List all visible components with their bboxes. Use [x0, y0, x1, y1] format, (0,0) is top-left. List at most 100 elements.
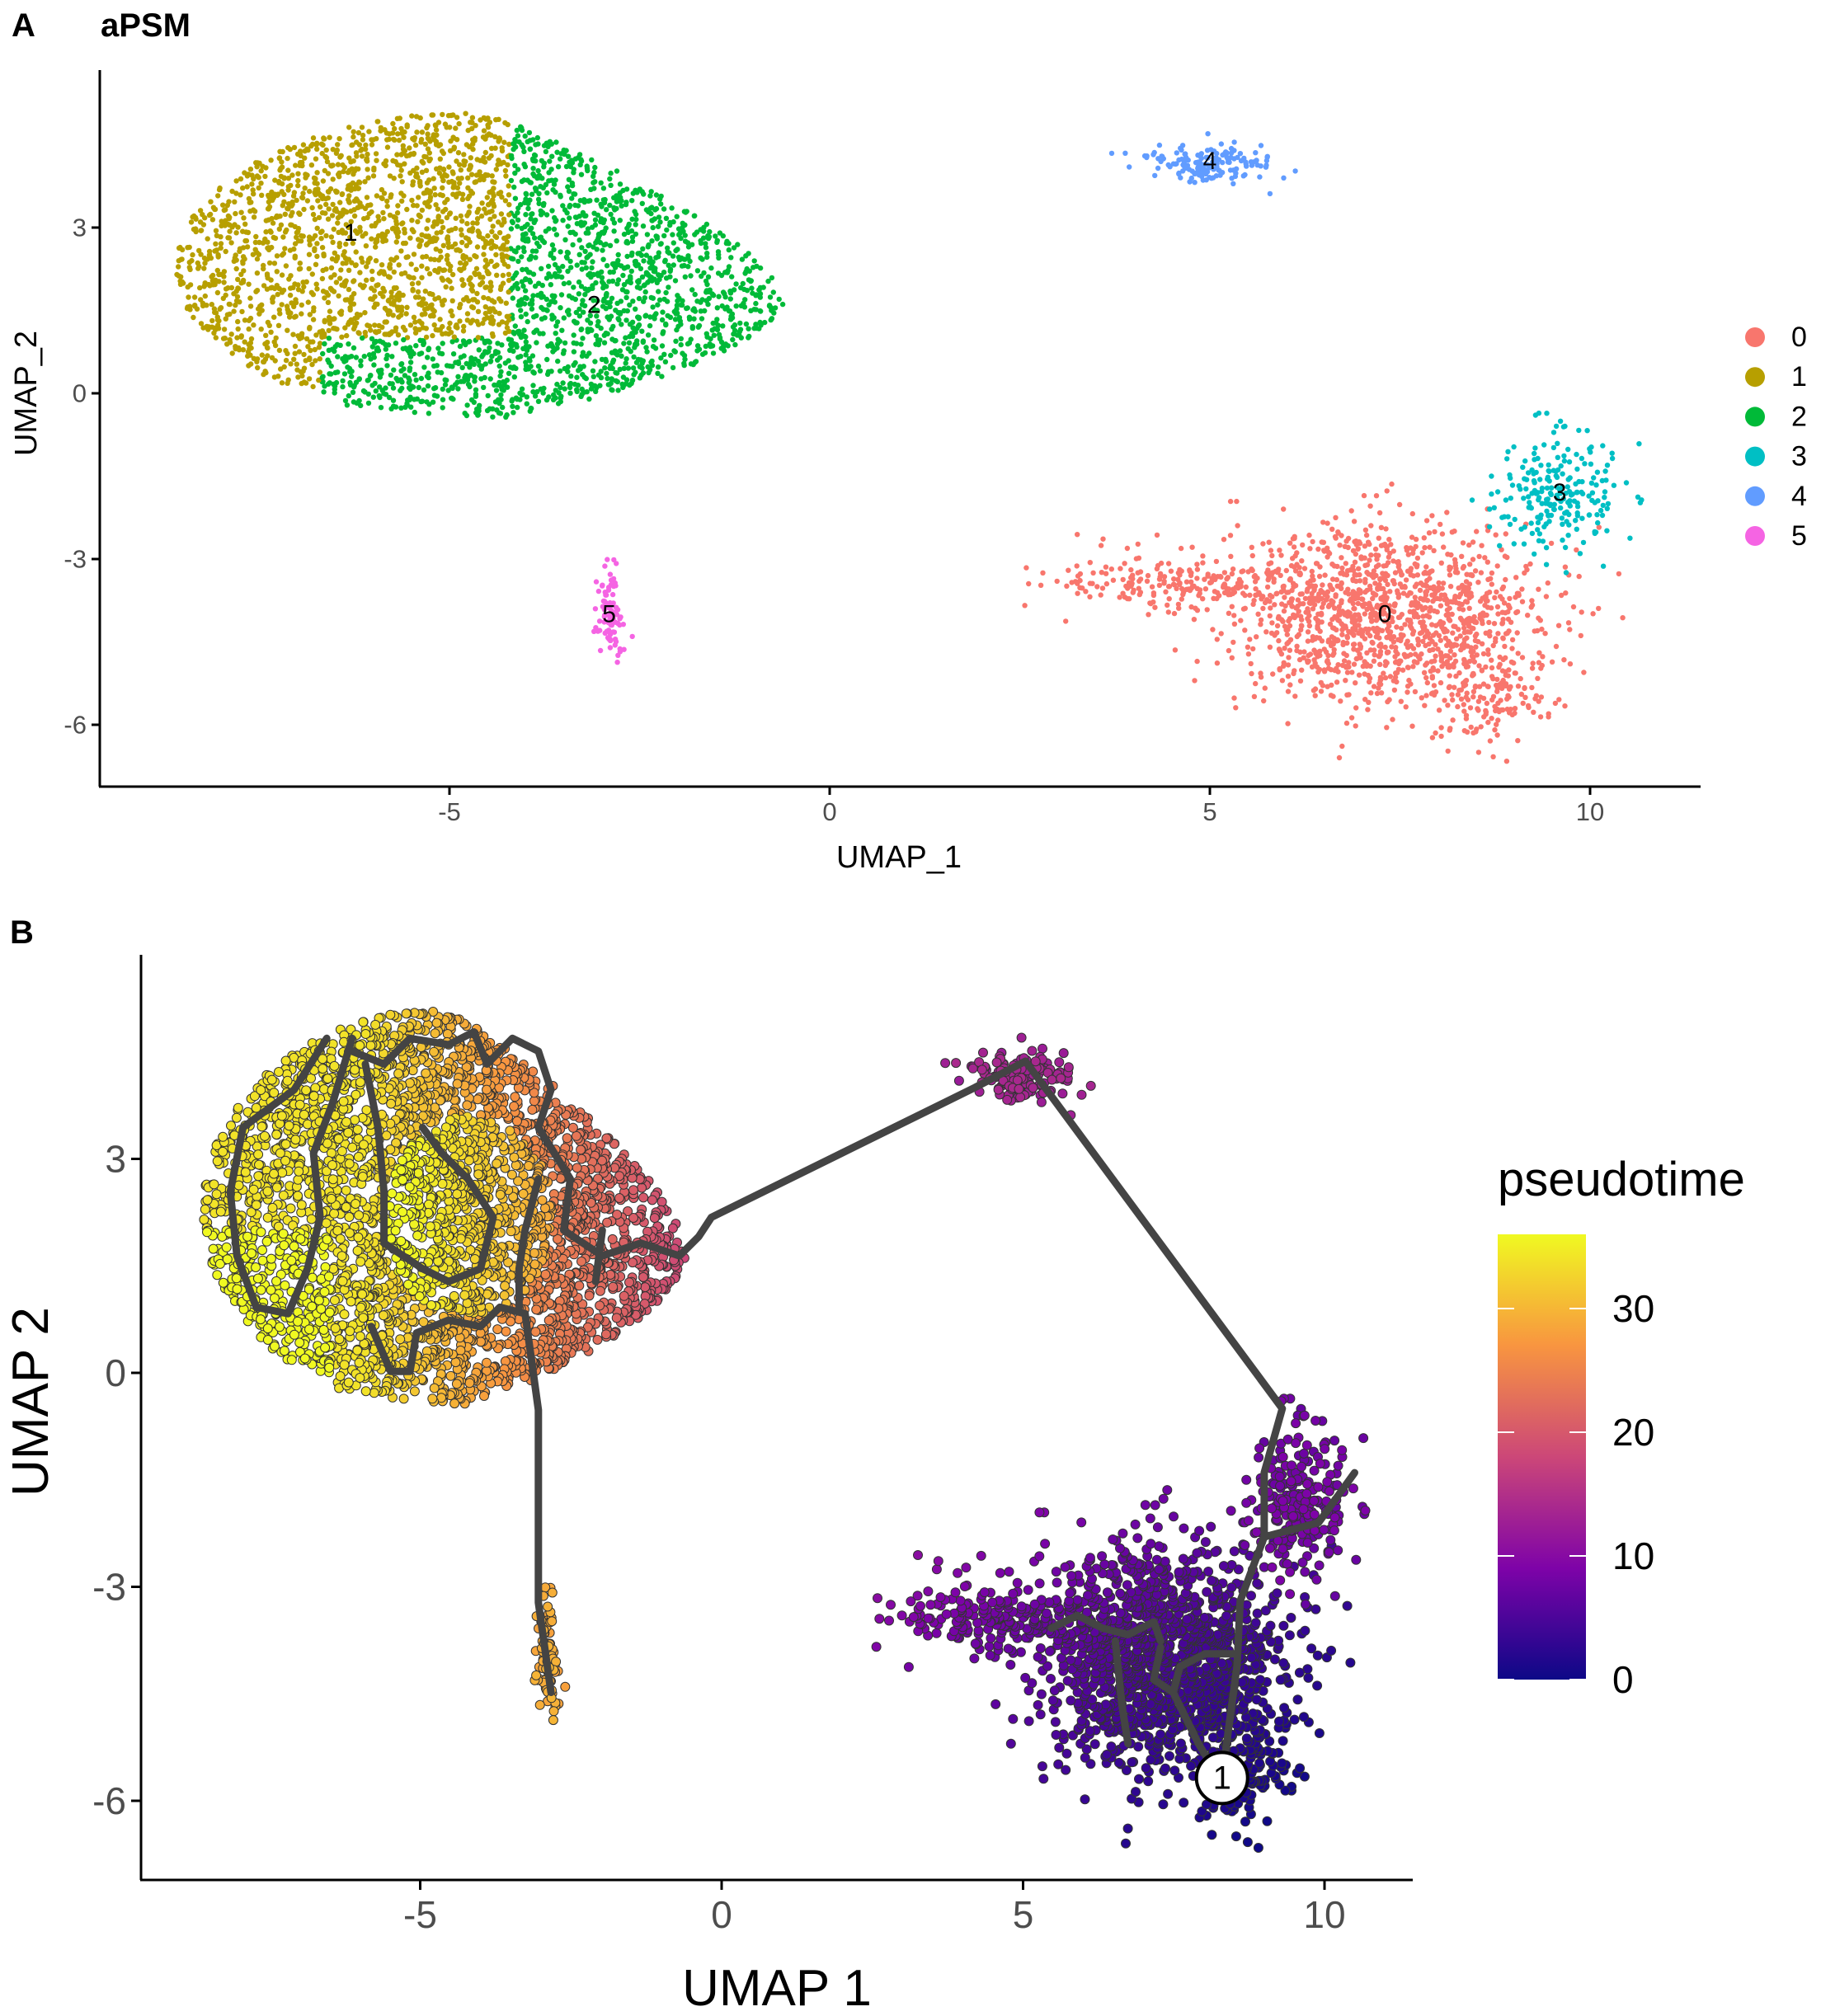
cell-point-cluster-2: [567, 215, 572, 221]
cell-point-cluster-1: [424, 226, 430, 232]
cell-point-cluster-2: [567, 384, 573, 391]
cell-point-cluster-1: [369, 268, 375, 275]
cell-point-cluster-2: [523, 343, 529, 349]
cell-point-cluster-0: [1472, 568, 1479, 574]
cell-point-cluster-1: [266, 192, 271, 199]
cell-point-cluster-0: [1529, 602, 1536, 609]
cell-point-cluster-2: [530, 369, 536, 375]
cell-point-cluster-1: [307, 356, 313, 363]
cell-point-cluster-2: [585, 167, 591, 174]
cell-point-cluster-1: [445, 236, 450, 242]
cell-point-cluster-2: [581, 213, 588, 219]
cell-point-cluster-1: [487, 316, 493, 322]
cell-point-cluster-0: [1325, 604, 1332, 609]
cell-point-cluster-2: [658, 193, 664, 200]
cell-point-cluster-1: [255, 364, 261, 371]
cell-point-cluster-1: [358, 148, 364, 153]
cell-point-cluster-0: [1616, 571, 1622, 577]
cell-point-cluster-1: [369, 142, 375, 148]
cell-point-cluster-0: [1306, 532, 1312, 538]
cell-point-cluster-1: [411, 202, 416, 209]
cell-point-cluster-0: [1221, 570, 1228, 576]
cell-point-cluster-1: [404, 206, 410, 213]
cell-point-cluster-0: [1313, 615, 1319, 622]
cell-point-cluster-1: [476, 233, 482, 239]
cell-point-cluster-1: [321, 135, 327, 141]
cell-point-cluster-0: [1212, 576, 1218, 582]
cell-point-cluster-1: [328, 265, 335, 270]
cell-point-cluster-1: [312, 216, 318, 223]
cell-point-cluster-1: [475, 228, 481, 234]
cell-point-cluster-0: [1455, 703, 1461, 710]
cell-point-cluster-0: [1546, 711, 1551, 717]
cell-point-cluster-0: [1463, 678, 1470, 684]
cell-point-cluster-0: [1483, 630, 1489, 636]
cell-point-cluster-0: [1253, 680, 1259, 687]
cell-point-cluster-2: [650, 304, 656, 310]
cell-point-cluster-2: [557, 368, 563, 374]
cell-point-cluster-1: [246, 363, 252, 369]
cell-point-cluster-0: [1542, 631, 1548, 637]
cell-point-cluster-0: [1248, 660, 1254, 667]
cell-point-cluster-1: [357, 228, 363, 234]
cell-point-cluster-0: [1240, 606, 1247, 612]
cell-point-cluster-1: [468, 172, 475, 177]
cell-point-cluster-0: [1449, 692, 1455, 698]
cell-point-cluster-2: [689, 324, 695, 330]
cell-point-cluster-1: [198, 228, 205, 233]
cell-point-cluster-0: [1442, 626, 1448, 632]
cell-point-cluster-1: [458, 213, 463, 219]
cell-point-cluster-2: [449, 339, 455, 345]
cell-point-cluster-1: [465, 236, 471, 242]
cell-point-cluster-0: [1465, 643, 1470, 649]
cell-point-cluster-0: [1292, 668, 1297, 674]
cell-point-cluster-1: [487, 280, 494, 285]
cell-point-cluster-2: [378, 405, 384, 411]
cell-point-cluster-2: [558, 151, 564, 157]
cell-point-cluster-2: [467, 338, 473, 345]
cell-point-cluster-1: [319, 275, 326, 282]
cell-point-cluster-0: [1461, 637, 1468, 642]
cell-point-cluster-0: [1221, 584, 1226, 590]
cell-point-cluster-1: [288, 310, 294, 316]
cell-point-cluster-0: [1506, 604, 1512, 609]
cell-point-cluster-2: [549, 293, 555, 298]
cell-point-cluster-1: [414, 165, 420, 171]
cell-point-cluster-0: [1387, 589, 1393, 594]
cell-point-cluster-1: [268, 277, 274, 283]
cell-point-cluster-1: [491, 204, 497, 209]
cell-point-cluster-1: [337, 200, 343, 205]
cell-point-cluster-2: [714, 305, 720, 311]
cell-point-cluster-1: [272, 191, 278, 197]
cell-point-cluster-1: [381, 216, 387, 222]
cell-point-cluster-0: [1364, 661, 1370, 667]
cell-point-cluster-2: [716, 255, 722, 261]
cell-point-cluster-2: [691, 316, 697, 322]
cell-point-cluster-2: [529, 306, 535, 312]
cell-point-cluster-2: [538, 208, 543, 214]
cell-point-cluster-0: [1231, 621, 1238, 627]
cell-point-cluster-1: [469, 288, 476, 294]
cell-point-cluster-1: [476, 206, 482, 212]
cell-point-cluster-0: [1620, 615, 1626, 621]
cell-point-cluster-1: [331, 226, 336, 233]
cell-point-cluster-0: [1154, 532, 1160, 538]
cell-point-cluster-2: [565, 184, 571, 190]
cell-point-cluster-1: [319, 195, 326, 202]
cell-point-cluster-2: [468, 397, 475, 403]
cell-point-cluster-2: [626, 221, 632, 228]
cell-point-cluster-1: [233, 298, 240, 303]
cell-point-cluster-0: [1261, 698, 1267, 704]
cell-point-cluster-2: [558, 156, 563, 162]
cell-point-cluster-1: [317, 356, 322, 362]
cell-point-cluster-0: [1343, 720, 1350, 726]
cell-point-cluster-1: [335, 162, 341, 167]
cell-point-cluster-1: [270, 220, 276, 226]
cell-point-cluster-2: [413, 343, 419, 349]
cell-point-cluster-0: [1286, 590, 1292, 595]
cell-point-cluster-0: [1353, 618, 1359, 623]
cell-point-cluster-0: [1362, 611, 1368, 617]
cell-point-cluster-1: [456, 120, 462, 127]
cell-point-cluster-0: [1271, 579, 1277, 585]
